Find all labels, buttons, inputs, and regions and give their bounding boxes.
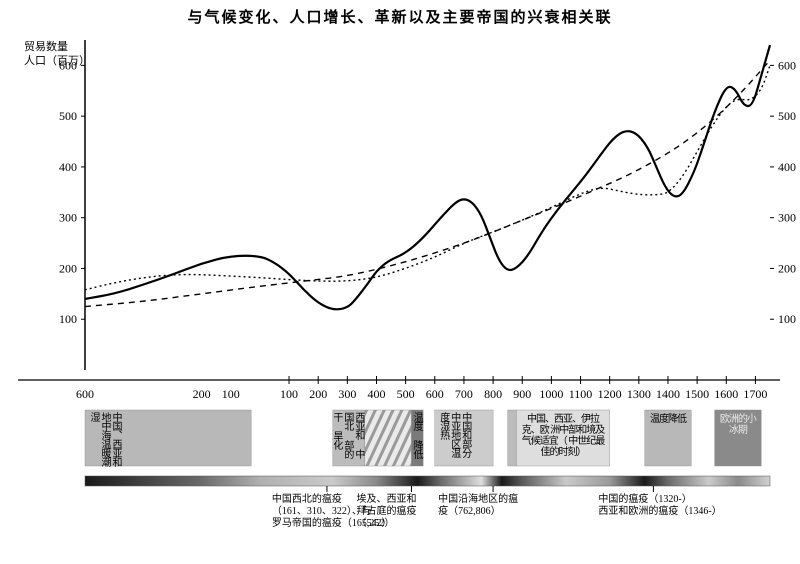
svg-text:100: 100: [222, 387, 240, 401]
figure-root: 与气候变化、人口增长、革新以及主要帝国的兴衰相关联 贸易数量 人口（百万） 10…: [0, 0, 800, 564]
timeline-block: [508, 410, 517, 466]
svg-text:100: 100: [280, 387, 298, 401]
svg-text:1000: 1000: [539, 387, 563, 401]
svg-text:500: 500: [778, 109, 796, 123]
svg-text:1400: 1400: [656, 387, 680, 401]
svg-text:500: 500: [397, 387, 415, 401]
timeline-block-label: 中国、西亚和 地中海温暖潮 湿: [88, 412, 121, 466]
svg-text:400: 400: [778, 160, 796, 174]
svg-text:600: 600: [59, 58, 77, 72]
svg-text:700: 700: [455, 387, 473, 401]
svg-text:200: 200: [59, 261, 77, 275]
svg-text:400: 400: [59, 160, 77, 174]
chart-svg: 100 100 200 200 300 300 400 400 500 500 600 600 600 2…: [0, 0, 800, 564]
svg-text:1300: 1300: [627, 387, 651, 401]
timeline-block-label: 温度 降低: [414, 412, 422, 466]
svg-text:300: 300: [59, 211, 77, 225]
timeline-block-label: 温度降低: [648, 414, 689, 425]
svg-text:200: 200: [309, 387, 327, 401]
svg-text:600: 600: [778, 58, 796, 72]
series-solid: [85, 45, 770, 309]
svg-text:600: 600: [76, 387, 94, 401]
svg-text:100: 100: [778, 312, 796, 326]
svg-text:1600: 1600: [714, 387, 738, 401]
svg-text:900: 900: [513, 387, 531, 401]
timeline-block: [365, 410, 412, 466]
svg-text:300: 300: [338, 387, 356, 401]
svg-text:1500: 1500: [685, 387, 709, 401]
svg-text:300: 300: [778, 211, 796, 225]
svg-text:1100: 1100: [569, 387, 593, 401]
svg-text:600: 600: [426, 387, 444, 401]
svg-text:500: 500: [59, 109, 77, 123]
svg-text:400: 400: [367, 387, 385, 401]
timeline-block-label: 中国和部分 中亚地区温 度湿热: [438, 412, 471, 466]
svg-text:100: 100: [59, 312, 77, 326]
timeline-block-label: 中国、西亚、伊拉克、欧 洲中部和境及气候适宜（ 中世纪最佳的时刻）: [519, 414, 606, 458]
timeline-block-label: 欧洲的小冰期: [718, 414, 759, 436]
timeline-footnote: 中国的瘟疫（1320-） 西亚和欧洲的瘟疫（1346-）: [598, 494, 738, 518]
timeline-gradient-bar: [85, 476, 770, 486]
svg-text:1700: 1700: [743, 387, 767, 401]
svg-text:1200: 1200: [598, 387, 622, 401]
series-dotted: [85, 65, 770, 289]
svg-text:200: 200: [778, 261, 796, 275]
timeline-footnote: 中国沿海地区的瘟 疫（762,806）: [438, 494, 578, 518]
svg-text:800: 800: [484, 387, 502, 401]
svg-text:200: 200: [193, 387, 211, 401]
timeline-block-label: 西亚和 中国北 部的干 旱化: [336, 412, 364, 466]
